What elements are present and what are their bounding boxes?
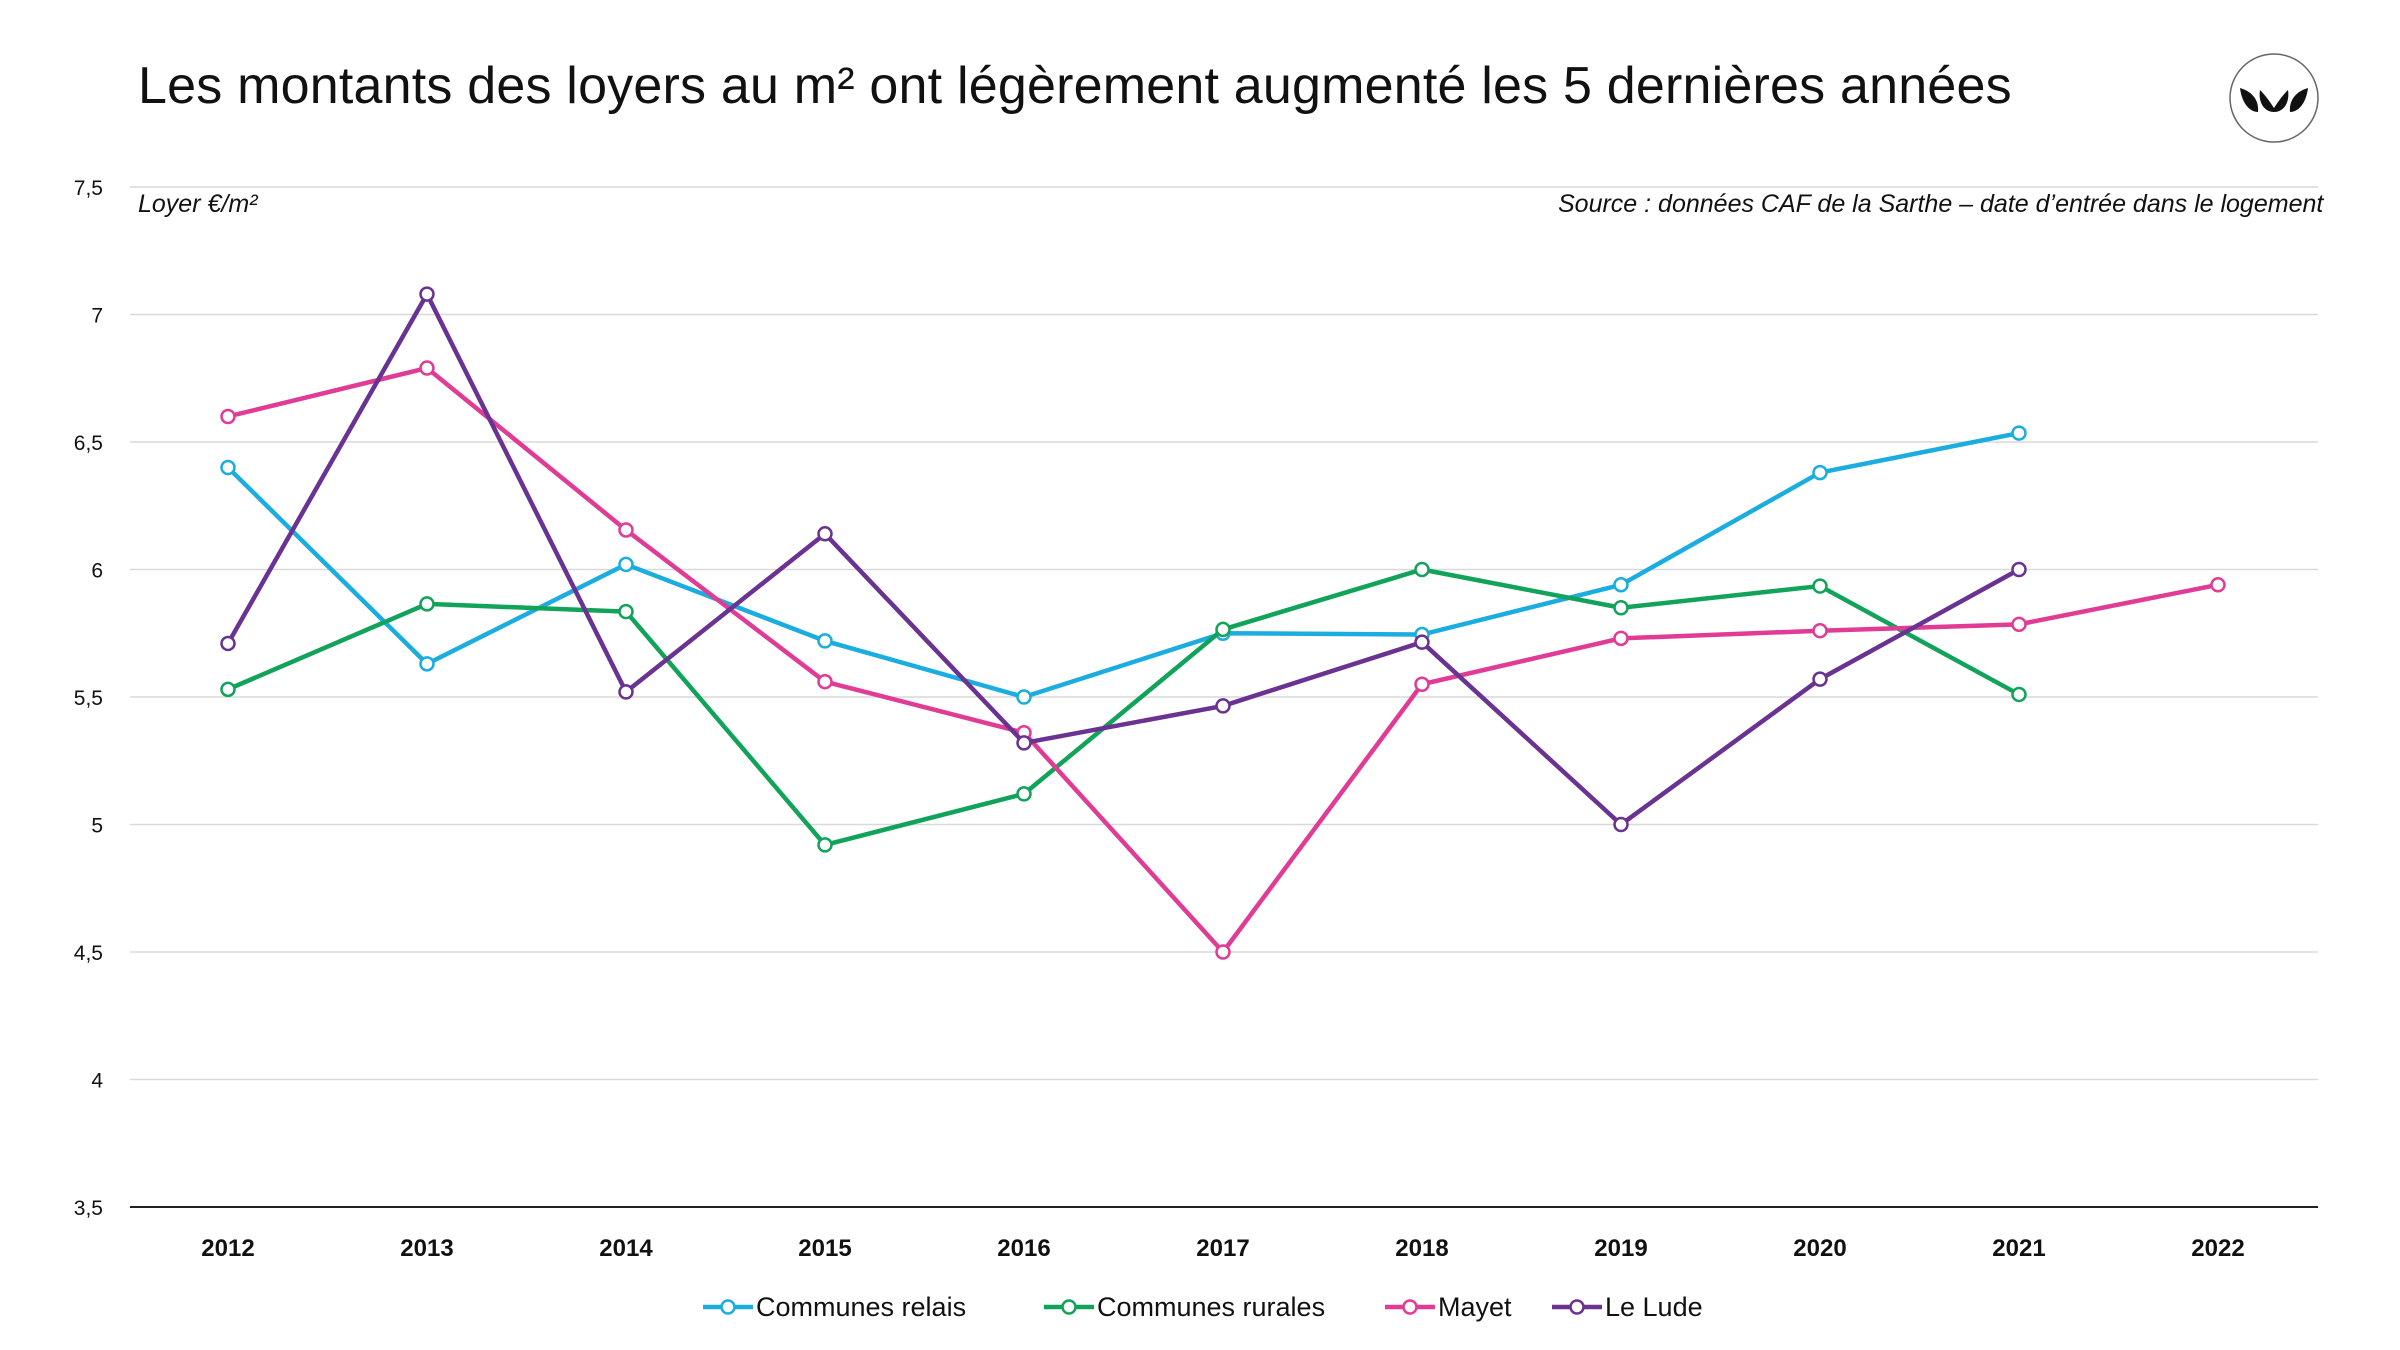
data-point	[419, 286, 435, 302]
series-line	[225, 291, 2022, 827]
data-point	[618, 522, 634, 538]
data-point	[1812, 622, 1828, 639]
data-point	[419, 596, 435, 612]
y-axis-ticks: 3,5 4 4,5 5 5,5 6 6,5 7 7,5	[74, 177, 104, 1220]
data-point	[817, 673, 833, 690]
chart-title: Les montants des loyers au m² ont légère…	[138, 57, 2012, 115]
legend-marker	[1402, 1299, 1418, 1315]
y-tick-label: 3,5	[74, 1197, 103, 1220]
data-point	[2011, 616, 2027, 633]
legend-item: Mayet	[1385, 1292, 1512, 1322]
series-line	[225, 430, 2022, 700]
data-point	[1812, 464, 1828, 481]
data-point	[1215, 944, 1231, 960]
y-tick-label: 5	[91, 815, 103, 838]
legend: Communes relais Communes rurales Mayet Le L…	[703, 1292, 1703, 1322]
y-tick-label: 6,5	[74, 432, 103, 455]
series-line	[225, 567, 2022, 848]
data-point	[1414, 634, 1430, 650]
data-point	[1414, 676, 1430, 692]
series-line	[225, 365, 2221, 955]
legend-marker	[720, 1299, 736, 1315]
legend-label: Communes rurales	[1097, 1292, 1325, 1322]
legend-label: Communes relais	[756, 1292, 966, 1322]
y-tick-label: 7,5	[74, 177, 103, 200]
data-point	[419, 656, 435, 672]
series-communes-relais	[220, 425, 2027, 705]
x-tick-label: 2015	[798, 1235, 851, 1262]
data-point	[1215, 698, 1231, 714]
data-point	[1016, 689, 1032, 705]
data-point	[1812, 671, 1828, 687]
x-tick-label: 2020	[1793, 1235, 1846, 1262]
data-point	[618, 603, 634, 620]
source-note: Source : données CAF de la Sarthe – date…	[1558, 190, 2324, 218]
y-tick-label: 5,5	[74, 687, 103, 710]
data-point	[817, 837, 833, 853]
brand-logo-icon	[2229, 53, 2319, 143]
data-point	[1613, 600, 1629, 616]
legend-marker	[1061, 1299, 1077, 1315]
data-point	[1613, 630, 1629, 647]
legend-marker	[1569, 1299, 1585, 1315]
data-point	[220, 635, 236, 652]
x-tick-label: 2021	[1992, 1235, 2045, 1262]
x-axis-ticks: 2012 2013 2014 2015 2016 2017 2018 2019 2020 2021…	[201, 1235, 2244, 1262]
data-point	[2011, 561, 2027, 578]
x-tick-label: 2017	[1196, 1235, 1249, 1262]
data-point	[1613, 577, 1629, 593]
series-communes-rurales	[220, 561, 2027, 853]
y-axis-label: Loyer €/m²	[138, 190, 259, 218]
data-point	[817, 526, 833, 542]
data-point	[618, 684, 634, 700]
legend-label: Mayet	[1438, 1292, 1512, 1322]
x-tick-label: 2022	[2191, 1235, 2244, 1262]
data-point	[220, 408, 236, 425]
y-tick-label: 6	[91, 560, 103, 583]
x-tick-label: 2019	[1594, 1235, 1647, 1262]
y-tick-label: 7	[91, 305, 103, 328]
data-point	[2011, 686, 2027, 703]
data-point	[1016, 735, 1032, 751]
x-tick-label: 2016	[997, 1235, 1050, 1262]
legend-item: Communes relais	[703, 1292, 966, 1322]
data-point	[1812, 578, 1828, 594]
data-point	[817, 633, 833, 649]
data-point	[220, 459, 236, 476]
legend-label: Le Lude	[1605, 1292, 1703, 1322]
data-point	[2210, 577, 2226, 593]
x-tick-label: 2018	[1395, 1235, 1448, 1262]
legend-item: Le Lude	[1552, 1292, 1703, 1322]
data-point	[1414, 561, 1430, 578]
data-point	[618, 556, 634, 573]
legend-item: Communes rurales	[1044, 1292, 1325, 1322]
data-point	[1016, 786, 1032, 802]
data-point	[2011, 425, 2027, 441]
series	[220, 286, 2226, 960]
x-tick-label: 2012	[201, 1235, 254, 1262]
y-tick-label: 4	[91, 1070, 103, 1093]
x-tick-label: 2014	[599, 1235, 653, 1262]
x-tick-label: 2013	[400, 1235, 453, 1262]
data-point	[1613, 816, 1629, 833]
data-point	[220, 681, 236, 698]
data-point	[1215, 621, 1231, 638]
y-tick-label: 4,5	[74, 942, 103, 965]
series-le-lude	[220, 286, 2027, 833]
data-point	[419, 360, 435, 376]
